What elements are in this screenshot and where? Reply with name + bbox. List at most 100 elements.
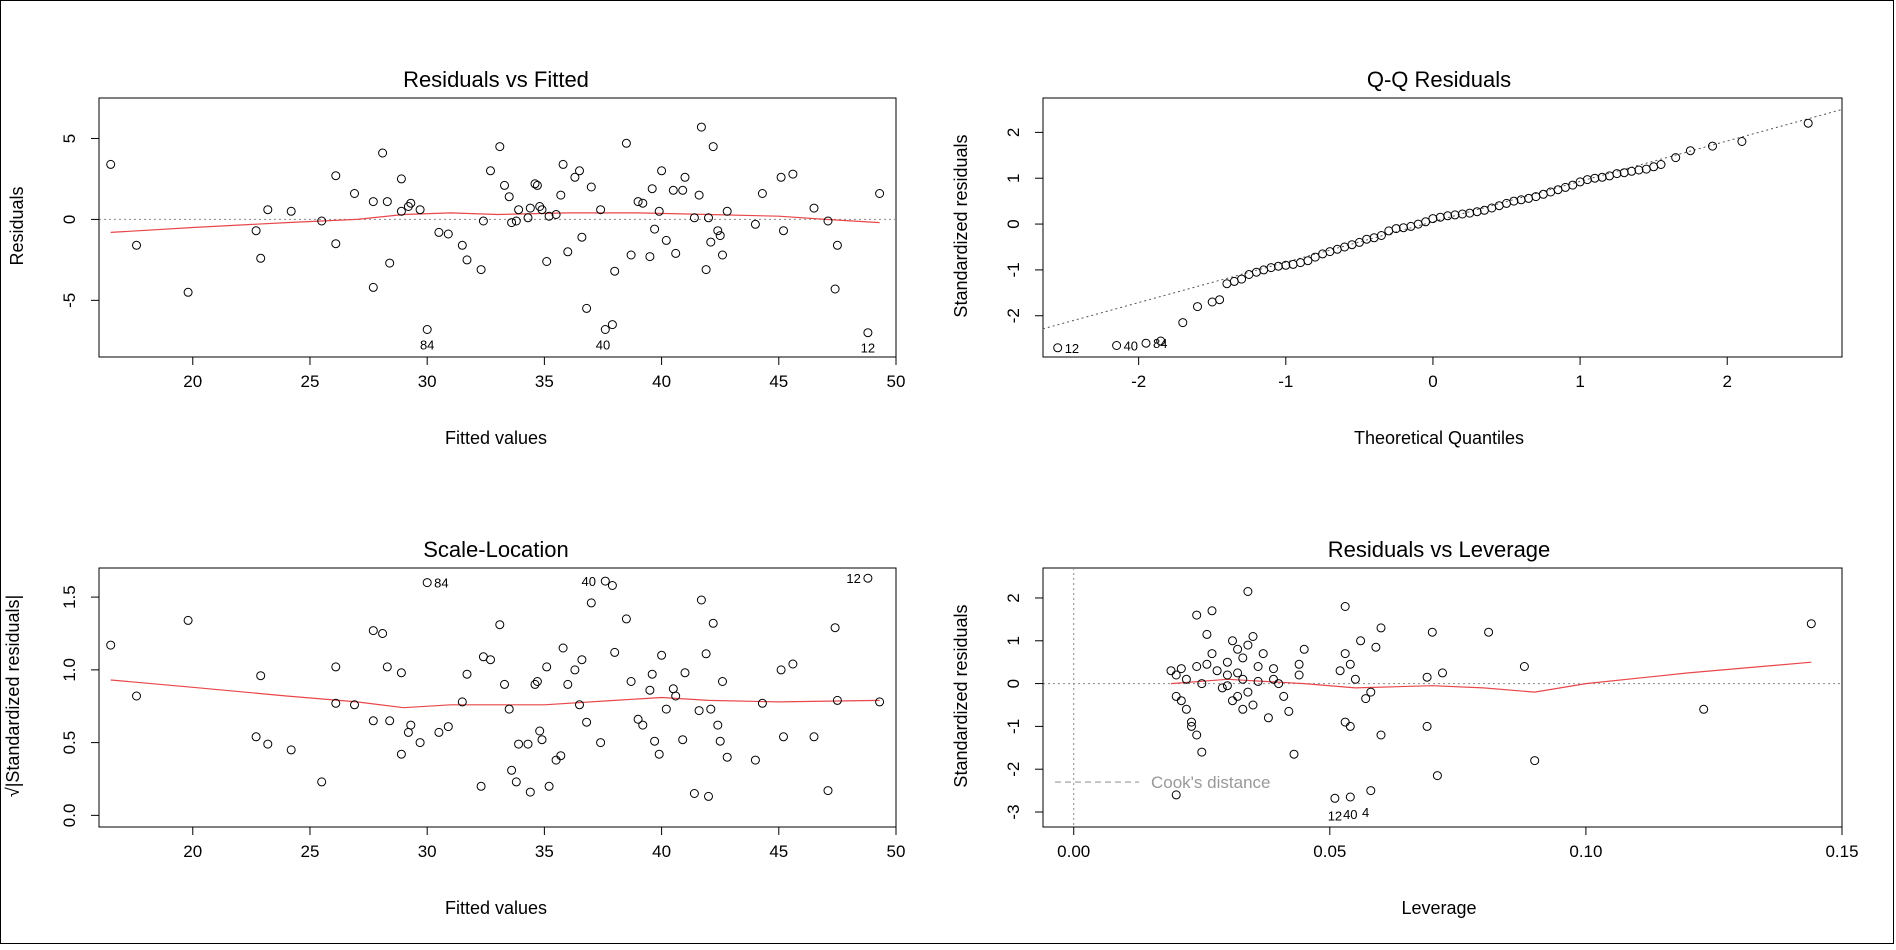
data-point: [1519, 662, 1529, 671]
data-point: [577, 232, 587, 242]
data-point: [1181, 674, 1191, 684]
data-point: [708, 142, 718, 152]
plot-area: [1042, 97, 1843, 358]
x-axis-label: Theoretical Quantiles: [1354, 428, 1524, 448]
data-point: [1288, 259, 1298, 269]
data-point: [1289, 749, 1299, 759]
data-point: [1229, 276, 1239, 286]
data-point: [757, 189, 767, 198]
data-point: [1516, 195, 1526, 205]
data-point: [1371, 642, 1381, 652]
data-point: [1399, 223, 1408, 233]
data-point: [434, 227, 444, 237]
y-tick-label: -5: [60, 293, 79, 308]
data-point: [443, 722, 453, 732]
data-point: [668, 185, 678, 195]
data-point: [1171, 691, 1181, 701]
data-point: [626, 677, 636, 686]
data-point: [657, 166, 667, 176]
data-point: [1406, 221, 1416, 231]
data-point: [575, 166, 584, 176]
data-point: [1502, 198, 1511, 208]
x-tick-label: 35: [535, 372, 554, 391]
data-point: [776, 665, 786, 675]
panel-residuals-vs-leverage: Residuals vs Leverage Leverage Standardi…: [951, 537, 1859, 918]
data-point: [532, 677, 542, 686]
data-point: [286, 206, 296, 216]
data-point: [823, 786, 833, 796]
y-tick-label: 0: [60, 215, 79, 224]
data-point: [626, 250, 636, 260]
data-point: [382, 662, 392, 672]
smoother-line: [110, 212, 880, 233]
data-point: [511, 777, 521, 787]
y-tick-label: -1: [1004, 719, 1023, 734]
data-point: [443, 229, 453, 239]
data-point: [396, 206, 406, 216]
data-point: [1202, 659, 1212, 669]
data-point: [1141, 338, 1151, 348]
data-point: [809, 203, 819, 213]
data-point: [251, 226, 261, 236]
y-tick-label: -3: [1004, 804, 1023, 819]
data-point: [1212, 666, 1222, 676]
data-point: [1366, 687, 1376, 697]
x-tick-label: 0: [1428, 372, 1437, 391]
data-point: [1656, 160, 1666, 169]
data-point: [1192, 730, 1202, 740]
data-point: [523, 739, 533, 749]
x-tick-label: 50: [887, 372, 906, 391]
data-point: [596, 205, 606, 215]
x-tick-label: 0.10: [1569, 842, 1602, 861]
data-point: [600, 325, 610, 334]
data-point: [570, 172, 580, 182]
data-point: [263, 205, 273, 215]
data-point: [317, 777, 327, 787]
data-point: [1207, 649, 1217, 659]
data-point: [1243, 640, 1253, 650]
data-point: [694, 706, 704, 716]
data-point: [607, 320, 617, 330]
data-point: [1279, 691, 1289, 701]
data-point: [779, 226, 788, 236]
data-point: [1568, 180, 1578, 190]
data-point: [507, 218, 517, 228]
data-point: [706, 704, 716, 714]
data-point: [1222, 681, 1232, 691]
data-point: [183, 615, 193, 625]
data-point: [406, 198, 416, 208]
data-point: [1619, 168, 1629, 178]
data-point: [530, 179, 540, 189]
data-point: [1376, 231, 1386, 240]
x-tick-label: 35: [535, 842, 554, 861]
data-point: [504, 192, 514, 202]
data-point: [696, 122, 706, 132]
data-point: [385, 716, 395, 726]
data-point: [638, 198, 648, 208]
data-point: [1345, 721, 1355, 731]
point-label-40: 40: [1124, 339, 1138, 354]
data-point: [530, 679, 540, 689]
data-point: [1671, 153, 1681, 163]
data-point: [415, 738, 425, 748]
data-point: [1233, 644, 1243, 654]
data-point: [875, 189, 885, 198]
data-point: [875, 697, 885, 707]
data-point: [661, 704, 671, 714]
data-point: [1197, 679, 1207, 689]
data-point: [1708, 141, 1717, 151]
data-point: [1248, 700, 1258, 710]
data-point: [1266, 263, 1276, 273]
data-point: [1335, 666, 1345, 676]
data-point: [1233, 691, 1243, 701]
data-point: [1340, 717, 1350, 727]
data-point: [251, 732, 261, 742]
y-tick-label: 1: [1004, 636, 1023, 645]
data-point: [788, 659, 798, 669]
data-point: [1274, 679, 1284, 689]
x-tick-label: 1: [1575, 372, 1584, 391]
data-point: [718, 250, 727, 260]
data-point: [1233, 668, 1243, 678]
smoother-line: [1170, 661, 1812, 693]
data-point: [779, 732, 788, 742]
